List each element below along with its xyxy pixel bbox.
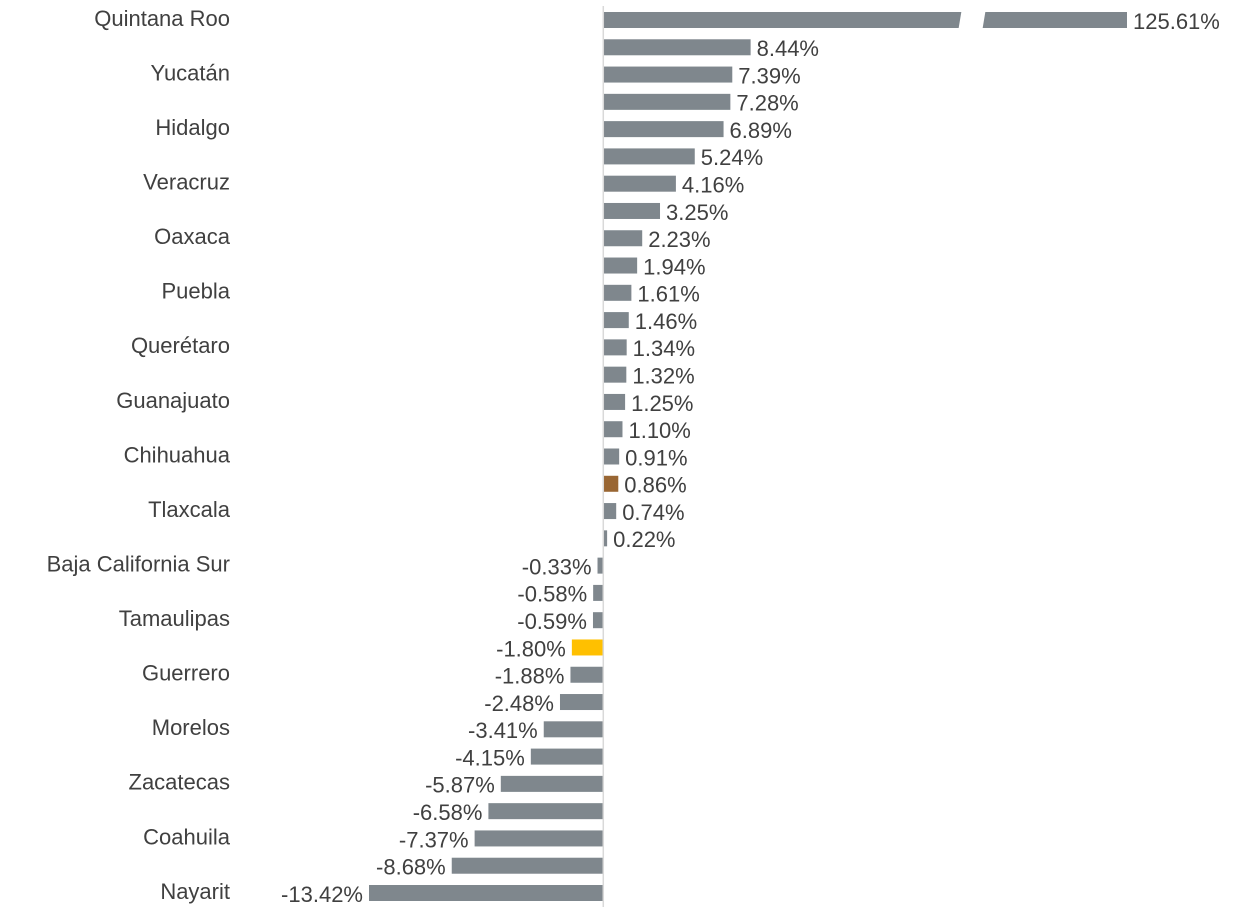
bar [603, 393, 626, 410]
value-label: 1.94% [643, 254, 705, 279]
bar [570, 666, 604, 683]
value-label: 1.10% [628, 418, 690, 443]
y-tick-label: Puebla [161, 279, 230, 304]
value-label: 1.25% [631, 391, 693, 416]
y-tick-label: Guerrero [142, 661, 230, 686]
bar [488, 803, 604, 820]
value-label: 1.46% [635, 309, 697, 334]
value-label: -6.58% [413, 800, 483, 825]
bar [603, 503, 617, 520]
bar [603, 202, 661, 219]
axis-break [958, 8, 986, 32]
value-label: -1.88% [495, 664, 565, 689]
bar [603, 39, 751, 56]
y-tick-label: Querétaro [131, 333, 230, 358]
y-tick-label: Hidalgo [155, 115, 230, 140]
bar [592, 612, 604, 629]
value-label: 125.61% [1133, 9, 1220, 34]
bar [603, 121, 724, 138]
y-tick-label: Coahuila [143, 824, 231, 849]
value-label: -0.33% [522, 554, 592, 579]
bar [603, 284, 632, 301]
value-label: -0.58% [517, 582, 587, 607]
bar [571, 639, 604, 656]
value-label: 0.22% [613, 527, 675, 552]
value-label: 7.39% [738, 63, 800, 88]
value-label: -7.37% [399, 827, 469, 852]
y-tick-label: Veracruz [143, 170, 230, 195]
bar [603, 339, 627, 356]
bar [603, 312, 629, 329]
value-label: 0.86% [624, 473, 686, 498]
bar [451, 857, 604, 874]
value-label: 5.24% [701, 145, 763, 170]
value-label: 3.25% [666, 200, 728, 225]
y-tick-label: Guanajuato [116, 388, 230, 413]
bar [603, 12, 1127, 28]
bar [603, 421, 623, 438]
value-label: 0.74% [622, 500, 684, 525]
value-label: 7.28% [736, 91, 798, 116]
y-tick-label: Oaxaca [154, 224, 231, 249]
y-tick-label: Quintana Roo [94, 6, 230, 31]
bar [597, 557, 604, 574]
value-label: 4.16% [682, 173, 744, 198]
bar [603, 230, 643, 247]
bar [559, 694, 604, 711]
bar [603, 148, 695, 165]
value-label: 1.61% [637, 282, 699, 307]
bar [603, 257, 638, 274]
bar [500, 775, 604, 792]
value-label: -1.80% [496, 636, 566, 661]
y-tick-label: Tamaulipas [119, 606, 230, 631]
bar [603, 366, 627, 383]
value-label: -13.42% [281, 882, 363, 907]
value-label: 1.32% [632, 363, 694, 388]
value-label: -0.59% [517, 609, 587, 634]
y-tick-label: Nayarit [160, 879, 230, 904]
bar [593, 584, 604, 601]
y-tick-label: Chihuahua [124, 442, 231, 467]
value-label: 8.44% [757, 36, 819, 61]
value-label: -3.41% [468, 718, 538, 743]
value-label: 1.34% [633, 336, 695, 361]
y-tick-label: Tlaxcala [148, 497, 231, 522]
bar [603, 530, 608, 547]
y-tick-label: Yucatán [150, 60, 230, 85]
bar [369, 885, 604, 901]
bar [603, 66, 733, 83]
bar [530, 748, 604, 765]
value-label: -4.15% [455, 745, 525, 770]
value-label: 2.23% [648, 227, 710, 252]
y-tick-label: Zacatecas [129, 770, 231, 795]
value-label: 0.91% [625, 445, 687, 470]
value-label: -5.87% [425, 773, 495, 798]
value-label: 6.89% [730, 118, 792, 143]
bar [603, 448, 620, 465]
value-label: -2.48% [484, 691, 554, 716]
y-tick-label: Morelos [152, 715, 230, 740]
bar [603, 475, 619, 492]
bar [603, 93, 731, 110]
bar [474, 830, 604, 847]
value-label: -8.68% [376, 855, 446, 880]
bar [543, 721, 604, 738]
bar [603, 175, 676, 192]
y-tick-label: Baja California Sur [47, 551, 230, 576]
